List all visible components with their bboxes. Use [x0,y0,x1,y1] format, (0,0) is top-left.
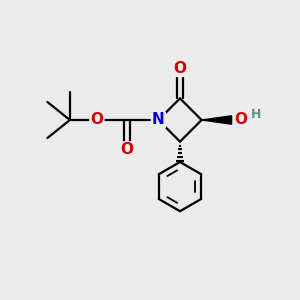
Text: O: O [234,112,247,128]
Text: H: H [250,107,261,121]
Text: N: N [152,112,165,128]
Text: O: O [120,142,134,158]
Text: O: O [90,112,104,128]
Polygon shape [202,116,232,124]
Text: O: O [173,61,187,76]
